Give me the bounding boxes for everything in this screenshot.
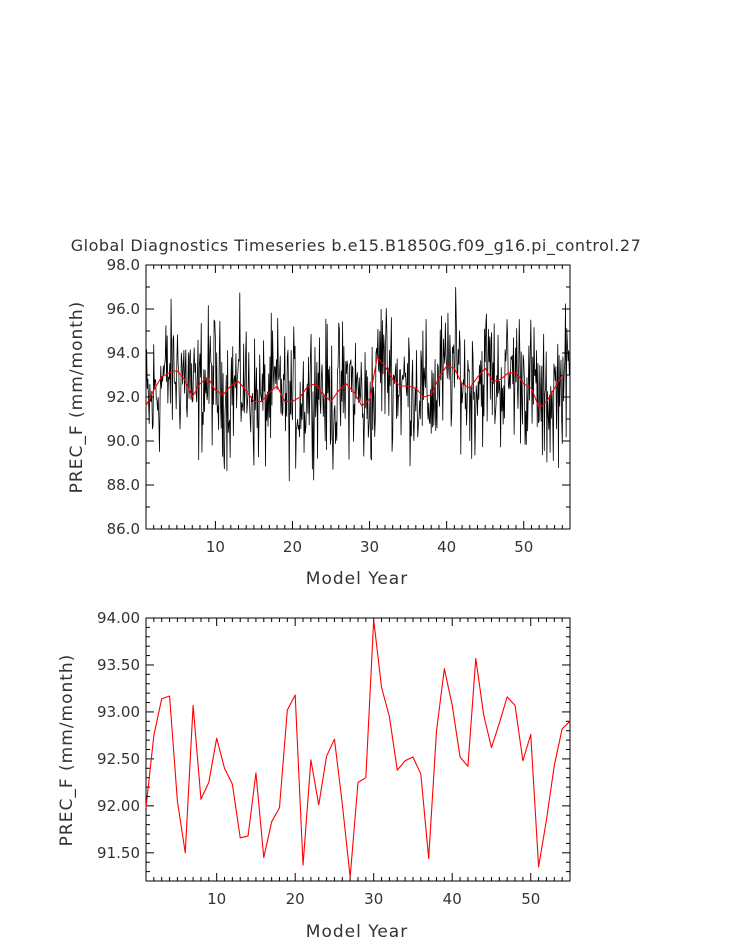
y-tick-label: 98.0 [107, 256, 140, 274]
y-tick-label: 88.0 [107, 476, 140, 494]
top-plot-area: 10 20 30 40 50 86.0 88.0 90.0 92.0 94.0 96.0 98.0 [107, 256, 571, 556]
y-tick-label: 94.00 [97, 609, 140, 627]
y-tick-label: 96.0 [107, 300, 140, 318]
bottom-x-axis-label: Model Year [306, 922, 408, 942]
series-line-annual-mean [145, 619, 571, 878]
series-line-smoothed [145, 356, 563, 409]
x-tick-label: 30 [364, 890, 383, 908]
x-tick-label: 50 [521, 890, 540, 908]
x-tick-label: 20 [283, 538, 302, 556]
x-tick-label: 10 [206, 538, 225, 556]
y-tick-label: 93.00 [97, 703, 140, 721]
y-tick-label: 86.0 [107, 520, 140, 538]
top-panel: Global Diagnostics Timeseries b.e15.B185… [67, 236, 641, 589]
y-tick-label: 92.0 [107, 388, 140, 406]
y-tick-label: 91.50 [97, 844, 140, 862]
x-tick-label: 40 [443, 890, 462, 908]
y-tick-label: 90.0 [107, 432, 140, 450]
top-y-axis-label: PREC_F (mm/month) [67, 301, 87, 494]
x-tick-label: 30 [360, 538, 379, 556]
chart-title: Global Diagnostics Timeseries b.e15.B185… [71, 236, 642, 256]
plot-frame [145, 264, 571, 530]
x-tick-label: 20 [286, 890, 305, 908]
y-tick-label: 92.00 [97, 797, 140, 815]
x-tick-label: 40 [437, 538, 456, 556]
bottom-plot-area: 10 20 30 40 50 91.50 92.00 92.50 93.00 93.50 94.00 [97, 609, 571, 908]
x-tick-label: 50 [514, 538, 533, 556]
top-x-axis-label: Model Year [306, 569, 408, 589]
y-tick-label: 94.0 [107, 344, 140, 362]
plot-frame [145, 617, 571, 882]
y-tick-label: 93.50 [97, 656, 140, 674]
series-line-monthly [145, 287, 570, 482]
y-tick-label: 92.50 [97, 750, 140, 768]
bottom-y-axis-label: PREC_F (mm/month) [57, 654, 77, 847]
bottom-panel: 10 20 30 40 50 91.50 92.00 92.50 93.00 93.50 94.00… [57, 609, 571, 942]
x-tick-label: 10 [207, 890, 226, 908]
